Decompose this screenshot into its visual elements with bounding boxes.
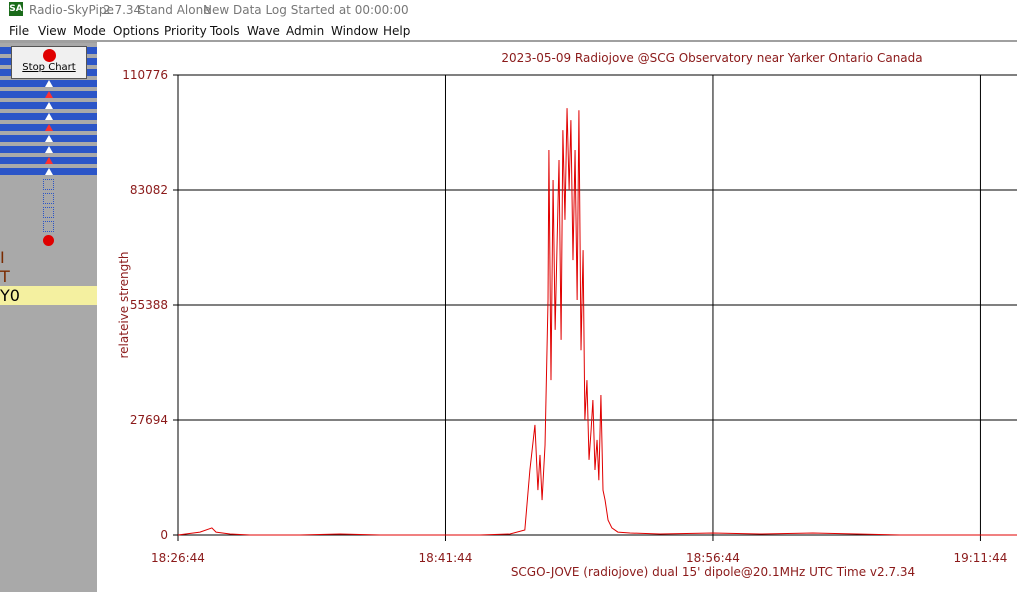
app-mode: Stand Alone [138, 3, 211, 17]
chart: 2023-05-09 Radiojove @SCG Observatory ne… [97, 42, 1017, 592]
y-tick-label: 83082 [130, 183, 168, 197]
tool-panel: Stop Chart I T Y0 [0, 43, 97, 592]
x-tick-label: 18:41:44 [419, 551, 473, 565]
tool-icon-label: T [0, 267, 10, 286]
view-icon [43, 207, 54, 218]
y-tick-label: 27694 [130, 413, 168, 427]
tool-button[interactable] [0, 193, 97, 204]
tool-button[interactable] [0, 179, 97, 190]
tool-button[interactable]: Y0 [0, 286, 97, 305]
arrow-icon [44, 80, 53, 87]
tool-button[interactable] [0, 124, 97, 131]
title-bar: SA Radio-SkyPipe 2.7.34 Stand Alone New … [0, 0, 1017, 20]
arrow-icon [44, 146, 53, 153]
status-text: New Data Log Started at 00:00:00 [203, 3, 409, 17]
tool-button[interactable] [0, 146, 97, 153]
tool-icon-label: Y0 [0, 286, 97, 305]
tool-button[interactable] [0, 221, 97, 232]
x-tick-label: 19:11:44 [953, 551, 1007, 565]
chart-title: 2023-05-09 Radiojove @SCG Observatory ne… [501, 51, 922, 65]
arrow-icon [44, 113, 53, 120]
tool-icon-label: I [0, 248, 5, 267]
tool-button[interactable]: I [0, 248, 97, 267]
tool-button[interactable] [0, 91, 97, 98]
data-line [177, 108, 1017, 536]
menu-item[interactable]: Options [113, 24, 160, 38]
x-tick-label: 18:26:44 [151, 551, 205, 565]
app-version: 2.7.34 [103, 3, 142, 17]
arrow-icon [44, 168, 53, 175]
tool-grid: I T Y0 [0, 47, 97, 305]
menu-item[interactable]: Tools [210, 24, 240, 38]
tool-button[interactable]: T [0, 267, 97, 286]
arrow-icon [44, 157, 53, 164]
tool-button[interactable] [0, 168, 97, 175]
tool-button[interactable] [0, 157, 97, 164]
app-name: Radio-SkyPipe [29, 3, 114, 17]
menu-item[interactable]: Priority [164, 24, 207, 38]
y-tick-label: 110776 [122, 68, 168, 82]
tool-button[interactable] [0, 102, 97, 109]
tool-button[interactable] [0, 235, 97, 246]
separator [0, 40, 1017, 43]
tool-button[interactable] [0, 135, 97, 142]
menu-item[interactable]: Wave [247, 24, 280, 38]
tool-button[interactable] [0, 207, 97, 218]
view-icon [43, 221, 54, 232]
menu-item[interactable]: Mode [73, 24, 106, 38]
view-icon [43, 193, 54, 204]
y-axis-label: relateive strength [117, 251, 131, 358]
x-axis-label: SCGO-JOVE (radiojove) dual 15' dipole@20… [511, 565, 915, 579]
tool-button[interactable] [0, 80, 97, 87]
view-icon [43, 179, 54, 190]
record-icon [43, 235, 54, 246]
menu-item[interactable]: Help [383, 24, 411, 38]
record-dot [42, 49, 56, 62]
menu-item[interactable]: Admin [286, 24, 325, 38]
menu-item[interactable]: View [38, 24, 67, 38]
menu-item[interactable]: File [9, 24, 30, 38]
stop-chart-button[interactable]: Stop Chart [11, 46, 87, 79]
arrow-icon [44, 91, 53, 98]
arrow-icon [44, 102, 53, 109]
app-icon: SA [9, 2, 23, 16]
menu-item[interactable]: Window [331, 24, 379, 38]
y-tick-label: 55388 [130, 298, 168, 312]
tool-button[interactable] [0, 113, 97, 120]
arrow-icon [44, 135, 53, 142]
y-tick-label: 0 [160, 528, 168, 542]
chart-background [97, 42, 1017, 592]
x-tick-label: 18:56:44 [686, 551, 740, 565]
button-label: Stop Chart [22, 62, 76, 73]
arrow-icon [44, 124, 53, 131]
